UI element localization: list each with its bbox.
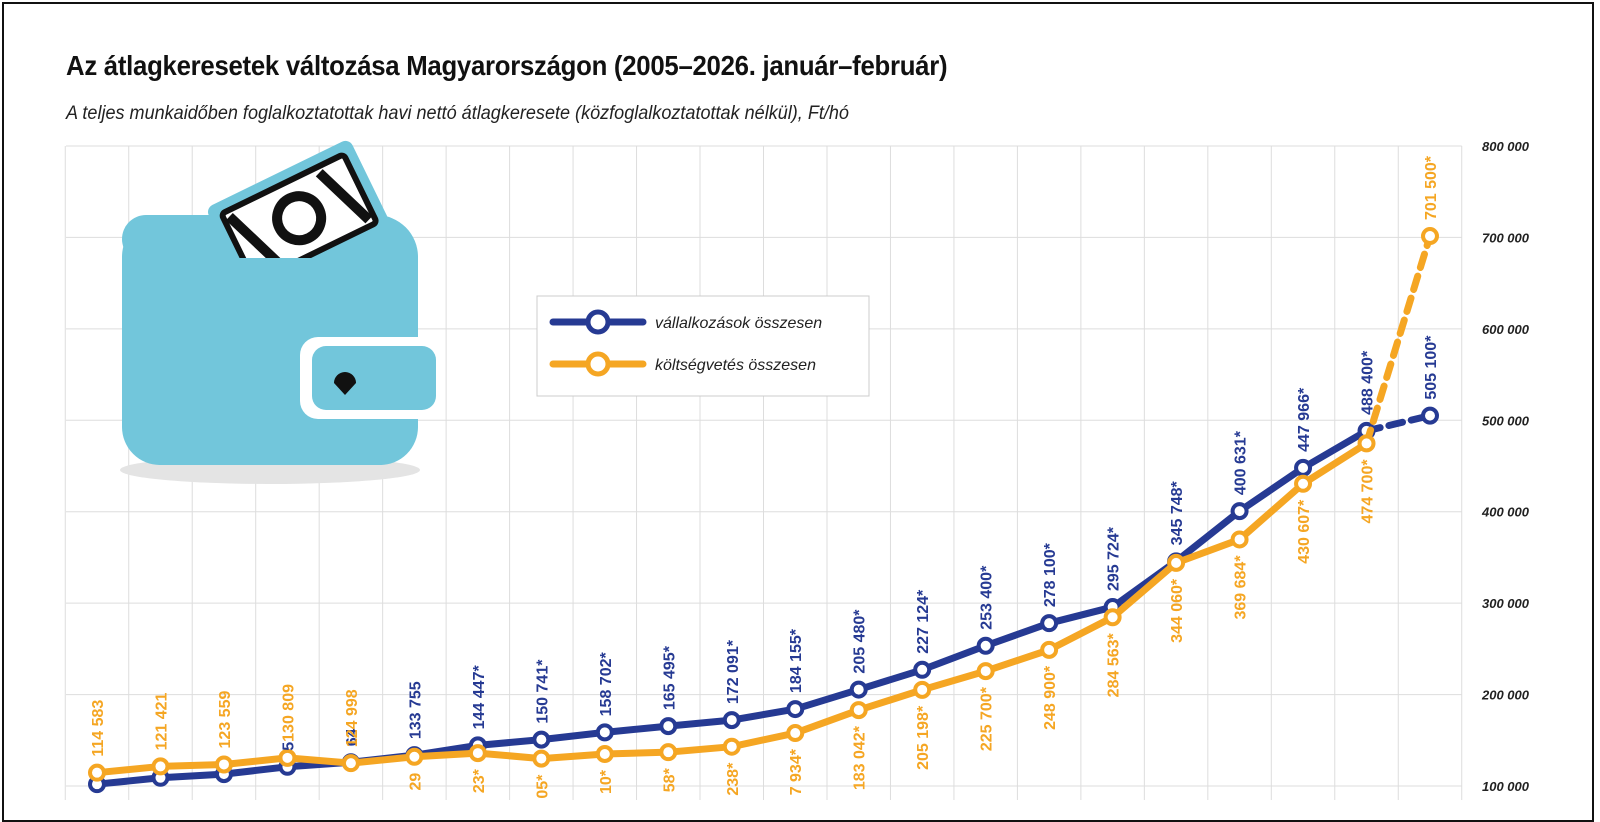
- legend-item-vallalkozasok: vállalkozások összesen: [549, 309, 822, 335]
- data-label: 253 400*: [979, 565, 996, 630]
- data-point: [595, 723, 614, 742]
- data-label: 130 809: [280, 684, 297, 742]
- data-point: [913, 680, 932, 699]
- clasp-icon: [334, 371, 356, 395]
- data-label: 29: [407, 773, 424, 791]
- data-point: [1230, 530, 1249, 549]
- data-point: [786, 724, 805, 743]
- data-label: 345 748*: [1169, 480, 1186, 545]
- data-point: [786, 700, 805, 719]
- data-label: 248 900*: [1042, 665, 1059, 730]
- data-point: [532, 730, 551, 749]
- data-point: [88, 763, 106, 782]
- chart-subtitle: A teljes munkaidőben foglalkoztatottak h…: [66, 103, 849, 124]
- data-label: 123 559: [217, 691, 234, 749]
- data-point: [532, 749, 551, 768]
- data-label: 369 684*: [1233, 555, 1250, 620]
- data-label: 144 447*: [471, 665, 488, 730]
- data-label: 284 563*: [1106, 632, 1123, 697]
- data-point: [1040, 640, 1059, 659]
- data-label: 344 060*: [1169, 578, 1186, 643]
- data-point: [278, 748, 297, 767]
- y-tick-label: 600 000: [1482, 322, 1530, 337]
- data-label: 114 583: [90, 700, 107, 757]
- data-label: 227 124*: [915, 589, 932, 654]
- data-label: 278 100*: [1042, 542, 1059, 607]
- data-point: [976, 662, 995, 681]
- data-point: [341, 754, 360, 773]
- data-point: [214, 755, 233, 774]
- data-point: [659, 743, 678, 762]
- data-label: 488 400*: [1360, 350, 1377, 415]
- data-label: 150 741*: [534, 659, 551, 724]
- y-tick-label: 300 000: [1482, 596, 1530, 611]
- data-label: 430 607*: [1296, 499, 1313, 564]
- data-label: 184 155*: [788, 628, 805, 693]
- data-label: 124 998: [344, 689, 361, 747]
- data-label: 133 755: [407, 681, 424, 739]
- y-tick-label: 800 000: [1482, 139, 1530, 154]
- data-label: 165 495*: [661, 645, 678, 710]
- y-tick-label: 200 000: [1481, 688, 1530, 703]
- data-point: [722, 737, 741, 756]
- data-point: [595, 745, 614, 764]
- data-point: [976, 636, 995, 655]
- data-point: [849, 701, 868, 720]
- data-point: [659, 717, 678, 736]
- data-point: [1421, 227, 1439, 246]
- data-label: 238*: [725, 762, 742, 796]
- data-labels: 5 64 133 755 144 447* 150 741* 158 702* 165 49…: [90, 155, 1440, 798]
- data-label: 121 421: [153, 692, 170, 750]
- data-point: [1040, 614, 1059, 633]
- data-point: [1294, 458, 1313, 477]
- data-point: [1167, 553, 1186, 572]
- data-label: 701 500*: [1423, 155, 1440, 220]
- legend: vállalkozások összesen költségvetés össz…: [536, 295, 870, 397]
- data-label: 505 100*: [1423, 335, 1440, 400]
- data-label: 474 700*: [1360, 459, 1377, 524]
- data-label: 10*: [598, 769, 615, 794]
- data-point: [913, 660, 932, 679]
- data-label: 225 700*: [979, 686, 996, 751]
- series: [88, 227, 1439, 794]
- y-tick-label: 500 000: [1482, 413, 1530, 428]
- data-label: 23*: [471, 768, 488, 793]
- chart-title: Az átlagkeresetek változása Magyarország…: [66, 50, 948, 81]
- data-label: 205 480*: [852, 609, 869, 674]
- y-tick-label: 100 000: [1482, 779, 1530, 794]
- data-point: [849, 680, 868, 699]
- y-axis: 100 000 200 000 300 000 400 000 500 000 600 0…: [1481, 139, 1530, 794]
- data-label: 5: [280, 742, 297, 751]
- data-label: 58*: [661, 767, 678, 792]
- data-label: 158 702*: [598, 652, 615, 717]
- data-label: 05*: [534, 774, 551, 799]
- data-label: 7 934*: [788, 748, 805, 795]
- line-chart: vállalkozások összesen költségvetés össz…: [64, 139, 1530, 800]
- data-point: [405, 747, 424, 766]
- data-point: [1230, 502, 1249, 521]
- series-line-dashed-1: [1363, 232, 1434, 447]
- wallet-icon: [120, 140, 438, 484]
- data-point: [468, 744, 487, 763]
- legend-item-koltsegvetes: költségvetés összesen: [549, 351, 816, 377]
- data-label: 295 724*: [1106, 526, 1123, 591]
- data-label: 400 631*: [1233, 430, 1250, 495]
- data-label: 64: [344, 728, 361, 746]
- data-label: 205 198*: [915, 705, 932, 770]
- y-tick-label: 700 000: [1482, 230, 1530, 245]
- legend-label-vallalkozasok: vállalkozások összesen: [655, 315, 822, 332]
- series-line-dashed-0: [1363, 412, 1434, 435]
- legend-label-koltsegvetes: költségvetés összesen: [655, 357, 816, 374]
- data-point: [1103, 608, 1122, 627]
- data-point: [151, 757, 170, 776]
- data-point: [1294, 474, 1313, 493]
- data-point: [722, 711, 741, 730]
- data-label: 447 966*: [1296, 387, 1313, 452]
- data-point: [1421, 406, 1439, 425]
- data-label: 183 042*: [852, 725, 869, 790]
- data-label: 172 091*: [725, 639, 742, 704]
- y-tick-label: 400 000: [1481, 505, 1530, 520]
- data-point: [1357, 434, 1376, 453]
- banknotes-icon: [207, 140, 391, 296]
